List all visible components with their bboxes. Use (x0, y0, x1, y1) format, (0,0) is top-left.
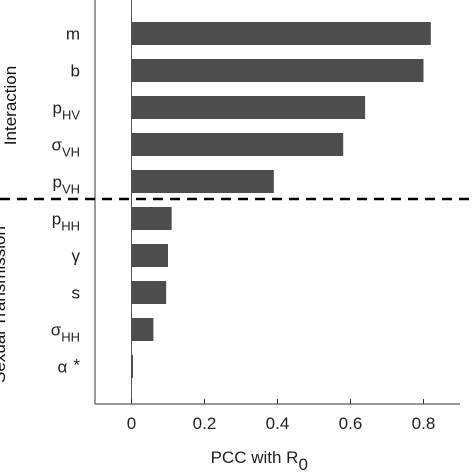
x-tick-label: 0 (127, 414, 136, 433)
category-labels: mb pHV σVH pVH pHH γs σHH α * (51, 25, 81, 377)
category-label: pVH (52, 173, 80, 197)
category-label: σVH (51, 136, 80, 160)
category-label: b (71, 62, 80, 81)
x-tick-label: 0.6 (339, 414, 363, 433)
category-label: σHH (51, 321, 80, 345)
x-tick-label: 0.8 (412, 414, 436, 433)
bar (131, 281, 167, 304)
category-label: pHV (52, 99, 80, 123)
bar (131, 133, 344, 156)
bars (131, 22, 431, 378)
group-label: Sexual Transmission (0, 226, 9, 383)
x-tick-label: 0.2 (193, 414, 217, 433)
category-label: γ (72, 247, 81, 266)
bar (131, 355, 133, 378)
category-label: s (72, 284, 81, 303)
category-label: m (66, 25, 80, 44)
bar (131, 170, 274, 193)
x-axis-ticks: 0 0.2 0.4 0.6 0.8 (127, 399, 436, 433)
category-label: α * (58, 356, 81, 377)
bar (131, 244, 168, 267)
group-label: Interaction (1, 66, 20, 145)
bar (131, 22, 431, 45)
bar (131, 207, 172, 230)
x-axis-title: PCC with R0 (211, 448, 308, 474)
bar (131, 318, 154, 341)
x-tick-label: 0.4 (266, 414, 290, 433)
category-label: pHH (52, 210, 80, 234)
bar (131, 59, 424, 82)
bar (131, 96, 366, 119)
group-labels: Interaction Sexual Transmission (0, 66, 20, 383)
